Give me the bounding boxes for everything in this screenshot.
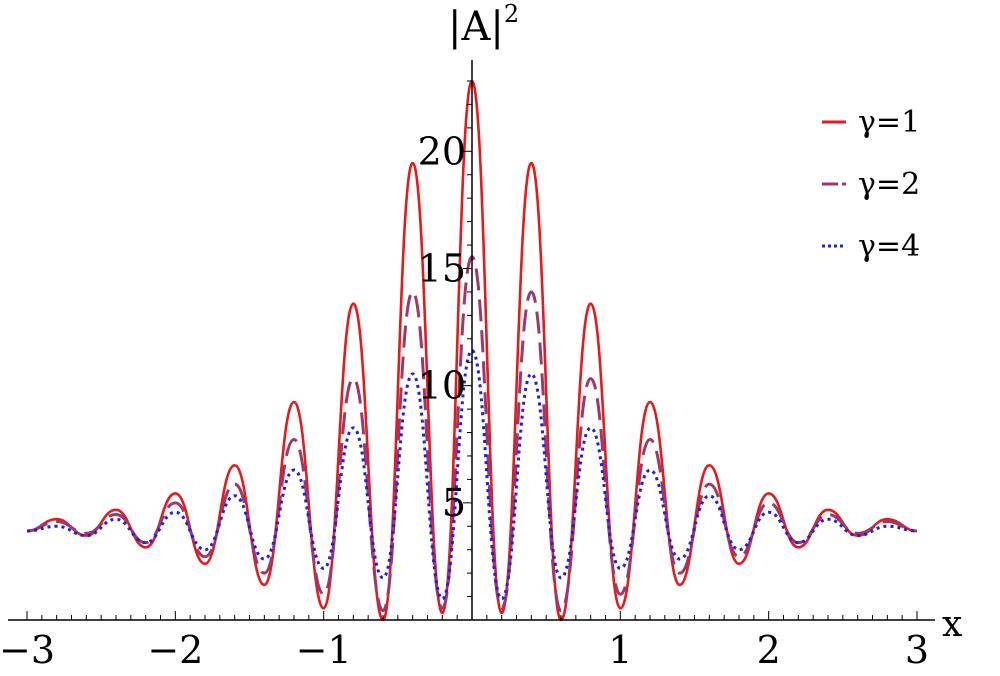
legend-label-2: γ=2: [858, 167, 920, 202]
y-tick-label: 5: [442, 481, 466, 525]
y-axis-label: |A|2: [448, 0, 519, 50]
x-tick-label: 3: [905, 628, 929, 672]
y-tick-label: 10: [418, 364, 466, 408]
y-tick-label: 15: [418, 246, 466, 290]
x-tick-label: 2: [757, 628, 781, 672]
x-ticks: −3 −2 −1 1 2 3: [0, 611, 929, 672]
y-tick-label: 20: [418, 129, 466, 173]
legend: γ=1 γ=2 γ=4: [822, 105, 920, 264]
series-line-3: [26, 348, 918, 601]
x-tick-label: 1: [608, 628, 632, 672]
legend-label-3: γ=4: [858, 229, 920, 264]
y-axis-label-main: |A|: [448, 4, 504, 50]
axes: −3 −2 −1 1 2 3 5 10 15 20: [0, 60, 935, 672]
x-tick-label: −2: [147, 628, 203, 672]
legend-label-1: γ=1: [858, 105, 920, 140]
y-axis-label-superscript: 2: [504, 0, 519, 28]
x-axis-label: x: [942, 604, 962, 645]
x-tick-label: −1: [296, 628, 352, 672]
x-tick-label: −3: [0, 628, 55, 672]
y-ticks: 5 10 15 20: [418, 80, 472, 598]
